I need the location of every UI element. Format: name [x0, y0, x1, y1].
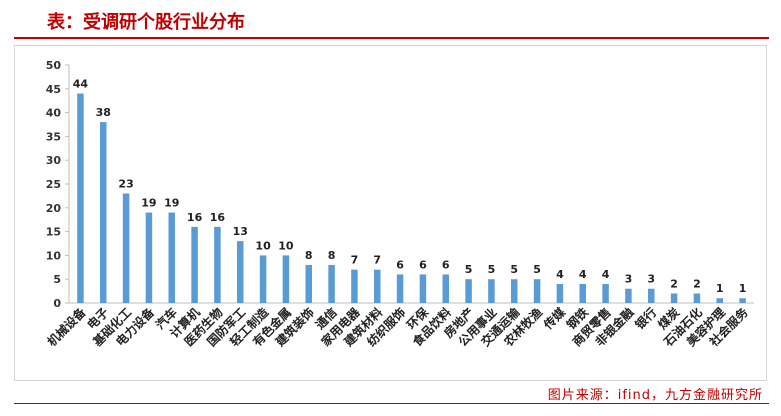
bar [511, 279, 518, 303]
category-label: 银行 [632, 305, 660, 333]
data-label: 3 [625, 273, 633, 286]
bar [556, 283, 564, 303]
chart-title: 表：受调研个股行业分布 [47, 12, 245, 33]
bar [716, 298, 723, 303]
data-label: 6 [396, 258, 404, 271]
data-label: 5 [533, 263, 541, 276]
data-label: 3 [647, 273, 655, 286]
y-tick-label: 5 [53, 273, 61, 286]
data-label: 5 [465, 263, 473, 276]
bar [739, 298, 746, 303]
y-tick-label: 10 [46, 249, 62, 262]
data-label: 19 [141, 197, 156, 210]
bar [77, 93, 84, 303]
bar [648, 288, 655, 303]
y-tick-label: 30 [46, 154, 62, 167]
y-tick-label: 25 [46, 178, 61, 191]
y-tick-label: 35 [46, 130, 61, 143]
bar [442, 274, 449, 303]
data-label: 7 [373, 254, 381, 267]
bar [602, 283, 609, 303]
bar [533, 279, 541, 303]
category-label: 机械设备 [44, 304, 89, 349]
y-tick-label: 0 [53, 297, 61, 310]
data-label: 6 [419, 258, 427, 271]
data-label: 19 [164, 197, 179, 210]
y-tick-label: 15 [46, 226, 61, 239]
data-label: 4 [556, 268, 564, 281]
bar [625, 288, 632, 303]
bar [396, 274, 404, 303]
data-label: 13 [233, 225, 248, 238]
data-label: 2 [670, 277, 678, 290]
bar [465, 279, 472, 303]
bar [259, 255, 267, 303]
bar [670, 293, 678, 303]
y-tick-label: 50 [46, 59, 62, 72]
data-label: 10 [278, 239, 294, 252]
data-label: 44 [73, 78, 89, 91]
data-label: 1 [739, 282, 747, 295]
source-note: 图片来源：ifind，九方金融研究所 [547, 388, 763, 403]
bars-group [77, 93, 746, 304]
bar [351, 269, 358, 303]
y-tick-label: 20 [46, 202, 62, 215]
data-label: 4 [579, 268, 587, 281]
data-label: 5 [510, 263, 518, 276]
data-label: 1 [716, 282, 724, 295]
data-label: 8 [328, 249, 336, 262]
bar [191, 226, 198, 303]
category-labels-group: 机械设备电子基础化工电力设备汽车计算机医药生物国防军工轻工制造有色金属建筑装饰通… [44, 304, 751, 350]
bar [145, 212, 153, 303]
data-label: 6 [442, 258, 450, 271]
data-label: 38 [96, 106, 111, 119]
data-label: 10 [255, 239, 271, 252]
footer-rule [14, 403, 769, 404]
bar [237, 241, 244, 303]
bar [168, 212, 175, 303]
bar [214, 226, 221, 303]
bar [419, 274, 427, 303]
bar [100, 122, 107, 304]
data-label: 2 [693, 277, 701, 290]
title-underline [14, 37, 769, 39]
data-label: 4 [602, 268, 610, 281]
bar [374, 269, 381, 303]
data-label: 23 [118, 178, 133, 191]
bar [305, 264, 312, 303]
chart-frame [14, 45, 767, 381]
bar [328, 264, 335, 303]
bar [693, 293, 701, 303]
y-tick-label: 45 [46, 83, 61, 96]
bar [282, 255, 290, 303]
data-label: 8 [305, 249, 313, 262]
data-label: 16 [187, 211, 203, 224]
category-label: 传媒 [540, 304, 569, 333]
data-label: 16 [210, 211, 226, 224]
data-label: 5 [488, 263, 496, 276]
bar [122, 193, 130, 303]
y-tick-label: 40 [46, 107, 62, 120]
bar [488, 279, 495, 303]
bar [579, 283, 586, 303]
data-label: 7 [351, 254, 359, 267]
